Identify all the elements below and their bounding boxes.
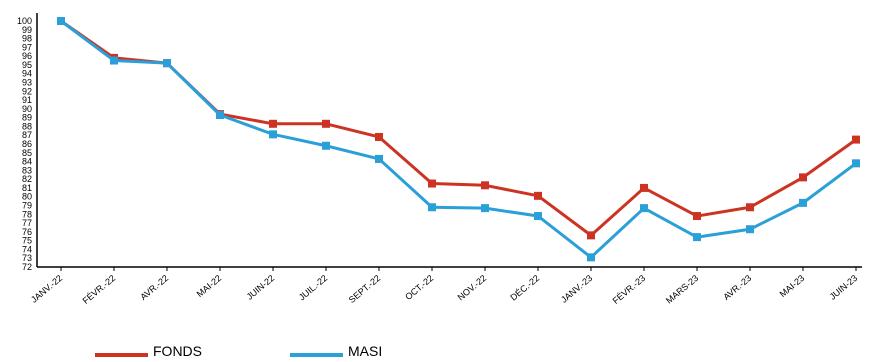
y-tick-label: 73 [22, 253, 32, 263]
point-fonds [481, 181, 489, 190]
point-masi [693, 233, 701, 242]
y-tick-label: 77 [22, 218, 32, 228]
point-masi [163, 59, 171, 68]
point-fonds [746, 203, 754, 212]
y-tick-label: 74 [22, 244, 32, 254]
legend: FONDS MASI [95, 343, 382, 359]
point-masi [746, 225, 754, 234]
y-tick-label: 85 [22, 148, 32, 158]
y-tick-label: 80 [22, 192, 32, 202]
y-tick-label: 79 [22, 201, 32, 211]
x-tick-label: AVR.-23 [721, 273, 753, 302]
x-tick-label: JUIN-22 [245, 273, 277, 302]
point-fonds [693, 212, 701, 221]
point-fonds [799, 173, 807, 182]
y-tick-label: 92 [22, 86, 32, 96]
legend-label-masi: MASI [348, 343, 382, 359]
point-masi [57, 17, 65, 25]
point-fonds [375, 132, 383, 141]
y-tick-label: 76 [22, 227, 32, 237]
point-fonds [322, 119, 330, 128]
y-tick-label: 84 [22, 157, 32, 167]
y-tick-label: 95 [22, 60, 32, 70]
point-masi [110, 56, 118, 65]
y-tick-label: 83 [22, 165, 32, 175]
y-axis: 7273747576777879808182838485868788899091… [17, 13, 38, 272]
point-masi [534, 212, 542, 221]
x-tick-label: MAI-23 [778, 273, 807, 299]
x-tick-label: FÉVR.-22 [81, 273, 118, 306]
x-tick-label: OCT.-22 [403, 273, 435, 302]
x-tick-label: JANV.-23 [559, 273, 594, 305]
point-fonds [640, 183, 648, 192]
y-tick-label: 72 [22, 262, 32, 272]
point-fonds [534, 191, 542, 200]
x-tick-label: JANV.-22 [29, 273, 64, 305]
point-masi [587, 253, 595, 262]
y-tick-label: 96 [22, 51, 32, 61]
point-masi [640, 204, 648, 213]
series-line-masi [60, 19, 857, 259]
legend-label-fonds: FONDS [153, 343, 202, 359]
point-masi [481, 204, 489, 213]
point-masi [428, 203, 436, 212]
y-tick-label: 82 [22, 174, 32, 184]
x-tick-label: MARS-23 [664, 273, 700, 306]
point-masi [799, 198, 807, 207]
y-tick-label: 100 [17, 16, 32, 26]
point-masi [322, 141, 330, 150]
x-tick-label: FÉVR.-23 [611, 273, 648, 306]
y-tick-label: 90 [22, 104, 32, 114]
x-tick-label: AVR.-22 [138, 273, 170, 302]
point-fonds [269, 119, 277, 128]
y-tick-label: 91 [22, 95, 32, 105]
x-tick-label: SEPT.-22 [347, 273, 383, 305]
point-masi [375, 154, 383, 163]
point-fonds [852, 135, 860, 144]
y-tick-label: 94 [22, 69, 32, 79]
point-masi [216, 111, 224, 120]
x-axis: JANV.-22 FÉVR.-22 AVR.-22 MAI-22 JUIN-22 JUIL… [29, 266, 862, 306]
y-tick-label: 87 [22, 130, 32, 140]
point-fonds [428, 179, 436, 188]
point-fonds [587, 231, 595, 240]
y-tick-label: 86 [22, 139, 32, 149]
x-tick-label: NOV.-22 [456, 273, 489, 303]
y-tick-label: 99 [22, 25, 32, 35]
y-tick-label: 89 [22, 113, 32, 123]
y-tick-label: 81 [22, 183, 32, 193]
series-line-fonds [60, 19, 857, 237]
x-tick-label: JUIL.-22 [297, 273, 329, 303]
series-lines [57, 17, 860, 262]
y-tick-label: 97 [22, 42, 32, 52]
y-tick-label: 78 [22, 209, 32, 219]
x-tick-label: MAI-22 [195, 273, 224, 299]
point-masi [852, 159, 860, 168]
y-tick-label: 98 [22, 34, 32, 44]
x-tick-label: JUIN-23 [828, 273, 860, 302]
point-masi [269, 130, 277, 139]
y-tick-label: 93 [22, 78, 32, 88]
y-tick-label: 75 [22, 236, 32, 246]
x-tick-label: DÉC.-22 [508, 273, 541, 303]
y-tick-label: 88 [22, 121, 32, 131]
